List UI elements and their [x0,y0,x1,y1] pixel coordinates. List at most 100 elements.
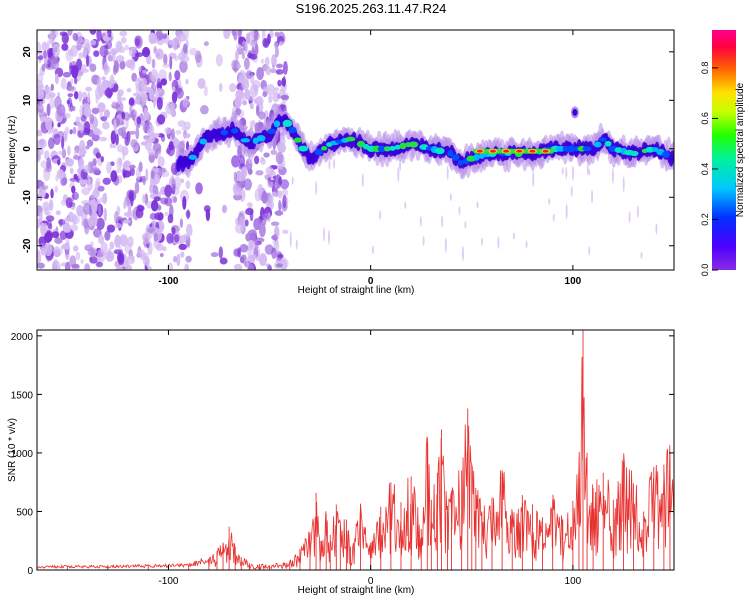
spectrogram-noise-blob [124,44,130,51]
spectrogram-noise-blob [280,94,290,100]
spectrogram-energy-blob [394,144,401,150]
spectrogram-energy-blob [389,145,396,151]
colorbar-tick-label: 0.4 [700,163,710,176]
spectrogram-noise-blob [45,211,52,216]
spectrogram-noise-blob [256,66,264,81]
spectrogram-noise-blob [255,96,264,107]
spectrogram-noise-blob [134,52,144,58]
spectrogram-noise-blob [57,159,61,166]
spectrogram-noise-blob [254,241,259,249]
spectrogram-noise-blob [160,78,168,86]
spectrogram-energy-blob [188,154,197,160]
spectrogram-noise-blob [38,192,45,200]
spectrogram-noise-blob [126,88,132,93]
spectrogram-energy-blob [377,145,387,153]
spectrogram-noise-blob [274,210,284,216]
spectrogram-noise-streak [323,227,326,242]
spectrogram-noise-blob [60,77,67,90]
spectrogram-noise-blob [186,223,193,237]
spectrogram-noise-blob [242,100,248,106]
spectrogram-noise-blob [169,56,173,70]
spectrogram-noise-blob [221,204,228,214]
spectrogram-noise-blob [245,261,249,269]
spectrogram-noise-blob [114,223,123,229]
spectrogram-noise-blob [272,91,280,103]
spectrogram-noise-blob [91,133,100,142]
spectrogram-noise-blob [273,87,280,92]
spectrogram-noise-blob [135,78,141,90]
spectrogram-noise-blob [72,191,79,201]
spectrogram-noise-blob [44,242,53,257]
spectrogram-noise-blob [275,151,284,165]
spectrogram-noise-blob [264,56,270,67]
spectrogram-noise-blob [72,126,77,135]
spectrogram-noise-blob [95,177,101,187]
spectrogram-noise-blob [70,78,74,84]
spectrogram-noise-blob [61,43,69,51]
spectrogram-noise-blob [116,252,125,264]
spectrogram-peak-core [542,149,549,153]
spectrogram-noise-blob [268,94,273,104]
spectrogram-noise-blob [237,30,243,37]
spectrogram-noise-blob [182,97,190,108]
spectrogram-noise-blob [262,91,268,98]
spectrogram-noise-blob [112,64,117,76]
spectrogram-noise-blob [155,30,163,42]
spectrogram-noise-blob [86,139,94,147]
spectrogram-energy-blob [267,128,276,135]
snr-y-axis-label: SNR (10 * v/v) [7,418,18,482]
colorbar-ticks: 0.0 0.2 0.4 0.6 0.8 [700,62,718,277]
spectrogram-noise-blob [235,50,239,61]
spectrogram-energy-blob [399,142,407,150]
spectrogram-noise-streak [461,245,464,262]
spectrogram-frame [36,29,675,271]
spectrogram-energy-blob [661,151,670,159]
spectrogram-noise-blob [103,192,108,204]
colorbar-tick-label: 0.2 [700,213,710,226]
spectrogram-noise-blob [275,68,285,75]
spectrogram-noise-blob [143,107,148,122]
spectrogram-noise-blob [138,66,142,72]
snr-x-axis-label: Height of straight line (km) [298,585,415,596]
spectrogram-noise-blob [80,43,90,49]
spectrogram-energy-blob [256,134,266,142]
spectrogram-noise-blob [249,102,254,110]
spectrogram-energy-blob [630,150,639,157]
spectrogram-noise-blob [249,254,257,261]
spectrogram-energy-blob [314,148,323,156]
spectrogram-peak-halo [548,148,555,154]
spectrogram-noise-blob [79,147,86,158]
spectrogram-noise-blob [178,243,188,251]
spectrogram-noise-blob [120,36,127,44]
spectrogram-noise-streak [295,239,298,250]
spectrogram-noise-blob [246,202,253,208]
spectrogram-noise-blob [231,155,240,168]
spectrogram-noise-blob [121,120,125,126]
spectrogram-noise-blob [99,197,105,203]
spectrogram-noise-blob [115,100,124,115]
spectrogram-noise-blob [54,237,63,245]
spectrogram-y-axis-label: Frequency (Hz) [7,116,18,185]
spectrogram-noise-blob [277,35,285,44]
spectrogram-noise-blob [265,166,274,175]
spectrogram-noise-blob [267,33,271,45]
spectrogram-noise-blob [251,119,256,128]
spectrogram-noise-blob [142,232,151,245]
spectrogram-noise-blob [55,210,61,216]
spectrogram-noise-blob [138,161,143,173]
spectrogram-ridge-core [670,150,674,161]
spectrogram-noise-blob [254,155,260,165]
snr-x-ticks: -100 0 100 [158,330,582,587]
spectrogram-noise-blob [101,31,109,41]
spectrogram-noise-blob [219,257,228,265]
spectrogram-noise-blob [98,103,103,117]
spectrogram-noise-blob [47,219,52,229]
spectrogram-noise-blob [78,157,85,170]
colorbar-tick-label: 0.0 [700,264,710,277]
spectrogram-noise-blob [160,197,169,205]
spectrogram-noise-blob [151,58,156,69]
spectrogram-noise-blob [223,30,231,40]
spectrogram-noise-blob [49,38,54,45]
spectrogram-noise-blob [130,138,138,148]
spectrogram-peak-core [529,149,536,153]
